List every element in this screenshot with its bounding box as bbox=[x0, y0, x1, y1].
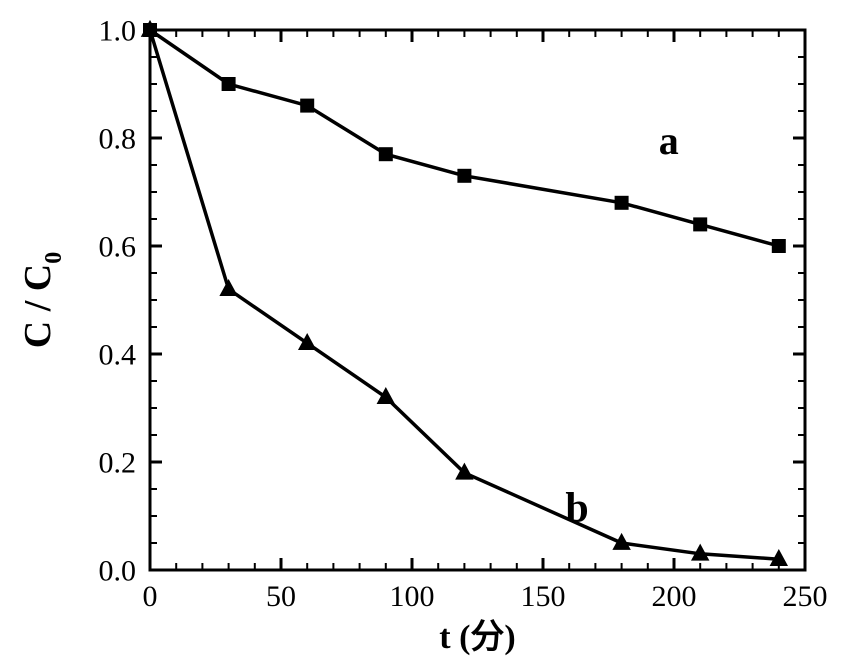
y-tick-label: 0.2 bbox=[99, 447, 137, 480]
x-tick-label: 0 bbox=[143, 580, 158, 613]
marker-square-icon bbox=[301, 100, 313, 112]
y-tick-label: 1.0 bbox=[99, 15, 137, 48]
y-tick-label: 0.6 bbox=[99, 231, 137, 264]
y-tick-label: 0.0 bbox=[99, 555, 137, 588]
marker-square-icon bbox=[616, 197, 628, 209]
marker-triangle-icon bbox=[300, 335, 315, 349]
x-tick-label: 100 bbox=[390, 580, 435, 613]
chart-container: 0 50 100 150 200 250 0.0 0.2 0.4 0.6 0.8 1.0 t (分) C … bbox=[0, 0, 843, 667]
x-tick-label: 50 bbox=[266, 580, 296, 613]
x-axis-label: t (分) bbox=[439, 618, 515, 656]
marker-square-icon bbox=[458, 170, 470, 182]
marker-square-icon bbox=[694, 218, 706, 230]
y-tick-label: 0.4 bbox=[99, 339, 137, 372]
marker-square-icon bbox=[773, 240, 785, 252]
series-line-a bbox=[150, 30, 779, 246]
x-tick-label: 200 bbox=[652, 580, 697, 613]
x-tick-label: 150 bbox=[521, 580, 566, 613]
marker-triangle-icon bbox=[378, 389, 393, 403]
x-tick-label: 250 bbox=[783, 580, 828, 613]
series-annotation-a: a bbox=[659, 118, 679, 163]
marker-triangle-icon bbox=[221, 281, 236, 295]
marker-square-icon bbox=[380, 148, 392, 160]
marker-square-icon bbox=[223, 78, 235, 90]
chart-svg: 0 50 100 150 200 250 0.0 0.2 0.4 0.6 0.8 1.0 t (分) C … bbox=[0, 0, 843, 667]
plot-box bbox=[150, 30, 805, 570]
series-annotation-b: b bbox=[565, 485, 588, 531]
y-axis-label: C / C0 bbox=[17, 252, 67, 348]
y-tick-label: 0.8 bbox=[99, 123, 137, 156]
series-line-b bbox=[150, 30, 779, 559]
